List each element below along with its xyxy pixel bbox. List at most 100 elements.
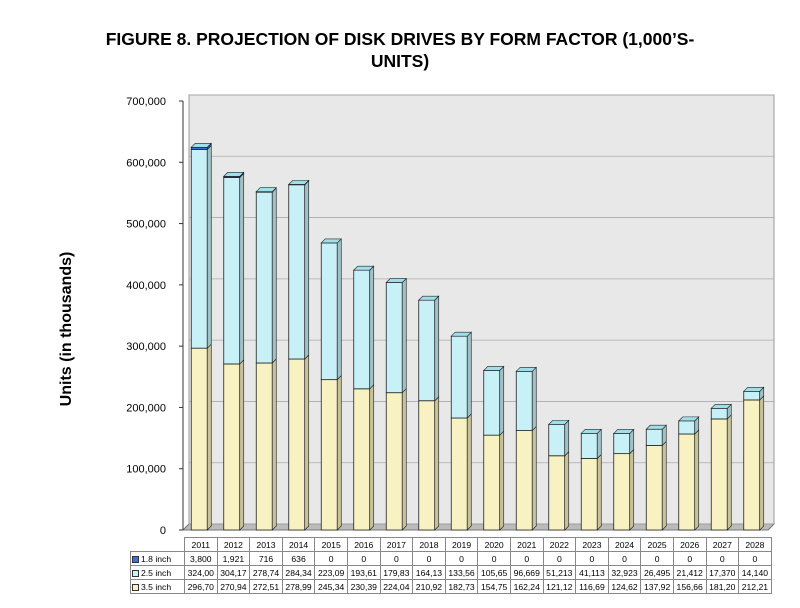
bar-side bbox=[564, 419, 570, 457]
table-year: 2026 bbox=[672, 537, 707, 552]
bar-side bbox=[369, 384, 375, 531]
table-year: 2025 bbox=[640, 537, 674, 552]
table-cell: 14,140 bbox=[738, 565, 772, 580]
table-cell: 324,00 bbox=[184, 565, 218, 580]
bar-2-5-inch-2025 bbox=[645, 428, 663, 446]
bar-side bbox=[336, 238, 342, 381]
table-cell: 270,94 bbox=[216, 579, 251, 594]
bar-top bbox=[515, 367, 537, 372]
bar-3-5-inch-2027 bbox=[710, 418, 728, 531]
bar-top bbox=[385, 278, 407, 283]
bar-2-5-inch-2022 bbox=[548, 423, 566, 457]
table-cell: 181,20 bbox=[705, 579, 740, 594]
bar-2-5-inch-2024 bbox=[613, 433, 631, 455]
bar-side bbox=[499, 430, 505, 531]
chart-title: FIGURE 8. PROJECTION OF DISK DRIVES BY F… bbox=[0, 28, 800, 72]
bar-top bbox=[548, 420, 570, 425]
bar-side bbox=[596, 428, 602, 460]
series-legend-label: 2.5 inch bbox=[130, 565, 185, 580]
bar-side bbox=[304, 180, 310, 360]
y-tick-label: 200,000 bbox=[126, 402, 166, 414]
bar-side bbox=[694, 429, 700, 531]
bar-3-5-inch-2014 bbox=[288, 358, 306, 531]
table-cell: 210,92 bbox=[412, 579, 446, 594]
table-cell: 116,69 bbox=[575, 579, 609, 594]
table-row: 2.5 inch 324,00 304,17 278,74 284,34 223,09 19… bbox=[130, 565, 772, 580]
table-cell: 0 bbox=[509, 551, 544, 566]
bar-top bbox=[580, 428, 602, 434]
bar-side bbox=[271, 358, 277, 531]
table-year: 2020 bbox=[477, 537, 511, 552]
bar-top bbox=[450, 331, 472, 337]
bar-top bbox=[353, 265, 375, 271]
table-cell: 0 bbox=[738, 551, 772, 566]
table-cell: 0 bbox=[640, 551, 674, 566]
bar-side bbox=[661, 440, 667, 531]
table-cell: 0 bbox=[705, 551, 740, 566]
bar-2-5-inch-2027 bbox=[710, 407, 728, 420]
table-year: 2016 bbox=[346, 537, 381, 552]
table-cell: 636 bbox=[281, 551, 316, 566]
bar-3-5-inch-2026 bbox=[678, 433, 696, 531]
bar-top bbox=[320, 238, 342, 244]
table-cell: 224,04 bbox=[379, 579, 414, 594]
bar-2-5-inch-2020 bbox=[483, 370, 501, 436]
table-cell: 3,800 bbox=[184, 551, 218, 566]
bar-side bbox=[434, 295, 440, 402]
bar-side bbox=[401, 387, 407, 531]
bar-3-5-inch-2013 bbox=[255, 362, 273, 531]
bar-2-5-inch-2023 bbox=[580, 432, 598, 459]
bar-2-5-inch-2021 bbox=[515, 370, 533, 431]
table-cell: 0 bbox=[672, 551, 707, 566]
bar-3-5-inch-2018 bbox=[418, 400, 436, 531]
bar-side bbox=[531, 366, 537, 432]
bar-2-5-inch-2018 bbox=[418, 299, 436, 402]
bar-2-5-inch-2014 bbox=[288, 184, 306, 360]
table-cell: 121,12 bbox=[542, 579, 577, 594]
table-cell: 230,39 bbox=[346, 579, 381, 594]
table-year: 2015 bbox=[314, 537, 348, 552]
bar-top bbox=[418, 295, 440, 301]
table-year: 2018 bbox=[412, 537, 446, 552]
bar-side bbox=[369, 265, 375, 390]
bar-2-5-inch-2013 bbox=[255, 191, 273, 364]
table-year: 2017 bbox=[379, 537, 414, 552]
bar-side bbox=[564, 451, 570, 531]
table-cell: 133,56 bbox=[444, 565, 479, 580]
bar-top bbox=[483, 366, 505, 371]
table-cell: 284,34 bbox=[281, 565, 316, 580]
table-cell: 304,17 bbox=[216, 565, 251, 580]
bar-2-5-inch-2028 bbox=[743, 390, 761, 401]
table-cell: 716 bbox=[249, 551, 283, 566]
table-cell: 0 bbox=[314, 551, 348, 566]
table-year: 2027 bbox=[705, 537, 740, 552]
bar-3-5-inch-2020 bbox=[483, 434, 501, 531]
bar-side bbox=[304, 354, 310, 531]
bar-top bbox=[645, 424, 667, 430]
bar-2-5-inch-2016 bbox=[353, 269, 371, 390]
bar-side bbox=[596, 453, 602, 531]
table-cell: 96,669 bbox=[509, 565, 544, 580]
table-cell: 193,61 bbox=[346, 565, 381, 580]
table-year: 2019 bbox=[444, 537, 479, 552]
title-line-2: UNITS) bbox=[370, 51, 430, 71]
title-line-1: FIGURE 8. PROJECTION OF DISK DRIVES BY F… bbox=[105, 29, 695, 49]
table-year: 2012 bbox=[216, 537, 251, 552]
y-tick-label: 400,000 bbox=[126, 280, 166, 292]
table-header-row: 2011 2012 2013 2014 2015 2016 2017 2018 2019 2020… bbox=[131, 537, 772, 552]
bar-side bbox=[206, 144, 212, 349]
table-cell: 272,51 bbox=[249, 579, 283, 594]
bar-top bbox=[223, 172, 245, 177]
table-cell: 0 bbox=[477, 551, 511, 566]
bar-side bbox=[271, 187, 277, 364]
legend-swatch bbox=[132, 555, 139, 563]
table-cell: 124,62 bbox=[607, 579, 642, 594]
bar-3-5-inch-2025 bbox=[645, 445, 663, 531]
series-legend-label: 3.5 inch bbox=[130, 579, 185, 594]
table-cell: 182,73 bbox=[444, 579, 479, 594]
table-corner bbox=[131, 538, 185, 552]
bar-3-5-inch-2022 bbox=[548, 455, 566, 531]
y-tick-label: 500,000 bbox=[126, 219, 166, 231]
bar-1-8-inch-2011 bbox=[190, 146, 208, 150]
table-year: 2023 bbox=[575, 537, 609, 552]
